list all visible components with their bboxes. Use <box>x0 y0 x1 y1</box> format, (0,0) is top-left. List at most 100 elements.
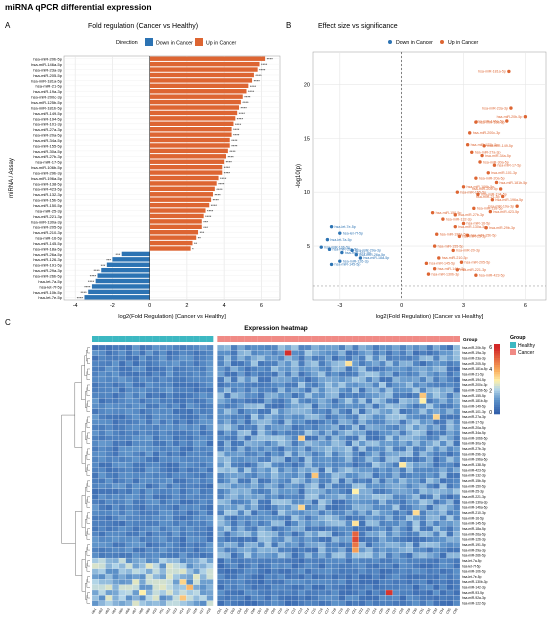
panel-c-heatmap-cell <box>439 526 447 532</box>
panel-c-heatmap-cell <box>298 557 306 564</box>
panel-c-heatmap-cell <box>311 584 319 591</box>
panel-c-heatmap-cell <box>172 557 180 564</box>
panel-c-heatmap-cell <box>426 568 434 575</box>
panel-c-heatmap-cell <box>338 398 346 404</box>
panel-c-heatmap-cell <box>250 557 258 564</box>
panel-c-heatmap-cell <box>426 536 434 543</box>
panel-c-heatmap-cell <box>159 435 167 441</box>
panel-a-significance-label: **** <box>205 214 212 219</box>
panel-c-heatmap-cell <box>152 589 160 596</box>
panel-a-legend-swatch-up <box>195 38 203 46</box>
panel-c-heatmap-cell <box>193 547 200 553</box>
panel-c-heatmap-cell <box>244 424 252 431</box>
panel-c-dendrogram-branch <box>75 511 82 576</box>
panel-c-heatmap-cell <box>125 398 133 404</box>
panel-c-group-annotation-cell <box>358 336 366 342</box>
panel-c-heatmap-cell <box>338 440 346 447</box>
panel-c-heatmap-cell <box>311 472 319 479</box>
panel-c-heatmap-cell <box>446 573 454 580</box>
panel-c-heatmap-cell <box>179 371 187 378</box>
panel-c-heatmap-cell <box>405 478 413 484</box>
panel-b-point-label: hsa-miR-20a-5p <box>479 176 505 180</box>
panel-c-heatmap-cell <box>98 510 106 516</box>
panel-c-heatmap-cell <box>105 424 113 431</box>
panel-c-heatmap-cell <box>277 419 285 425</box>
panel-c-heatmap-cell <box>365 371 373 378</box>
panel-c-heatmap-cell <box>345 568 353 575</box>
panel-c-heatmap-cell <box>199 520 207 527</box>
panel-c-heatmap-cell <box>325 563 333 569</box>
panel-c-heatmap-cell <box>139 557 147 564</box>
panel-c-heatmap-cell <box>179 494 187 500</box>
panel-c-heatmap-cell <box>453 467 461 473</box>
panel-c-heatmap-cell <box>199 542 207 548</box>
panel-c-heatmap-cell <box>132 371 140 378</box>
panel-a-y-tick-label: hsa-miR-423-5p <box>33 187 62 192</box>
panel-c-heatmap-cell <box>271 510 279 516</box>
panel-c-heatmap-cell <box>118 510 126 516</box>
panel-c-heatmap-cell <box>223 504 231 511</box>
panel-c-heatmap-cell <box>453 446 461 452</box>
panel-c-heatmap-cell <box>446 419 454 425</box>
panel-c-heatmap-cell <box>291 536 299 543</box>
panel-c-heatmap-cell <box>338 462 346 468</box>
panel-c-heatmap-cell <box>325 350 333 356</box>
panel-c-heatmap-cell <box>277 408 285 415</box>
panel-c-heatmap-cell <box>412 430 420 436</box>
panel-b-point-label: hsa-miR-106b-5p <box>467 185 495 189</box>
panel-c-heatmap-cell <box>379 382 386 388</box>
panel-c-heatmap-cell <box>237 584 245 591</box>
panel-c-heatmap-cell <box>385 563 393 569</box>
panel-c-heatmap-cell <box>446 398 454 404</box>
panel-a-significance-label: **** <box>88 279 95 284</box>
panel-c-heatmap-cell <box>257 510 265 516</box>
panel-c-heatmap-cell <box>325 600 333 607</box>
panel-c-heatmap-cell <box>304 536 312 543</box>
panel-c-heatmap-cell <box>405 488 413 495</box>
panel-c-heatmap-cell <box>453 557 461 564</box>
panel-c-heatmap-cell <box>405 483 413 489</box>
panel-c-heatmap-cell <box>405 515 413 521</box>
panel-c-heatmap-cell <box>118 392 126 399</box>
panel-a-significance-label: *** <box>106 257 111 262</box>
panel-c-heatmap-cell <box>132 557 140 564</box>
panel-c-heatmap-cell <box>166 552 173 559</box>
panel-c-heatmap-cell <box>98 355 106 362</box>
panel-c-heatmap-cell <box>193 467 200 473</box>
panel-c-heatmap-cell <box>186 579 194 585</box>
panel-a-x-tick-label: -2 <box>110 303 115 309</box>
panel-c-colorbar-tick-label: 6 <box>489 345 492 351</box>
panel-c-heatmap-cell <box>439 573 447 580</box>
panel-c-heatmap-cell <box>331 451 339 457</box>
panel-c-row-label: hsa-miR-34a-5p <box>462 431 486 435</box>
panel-c-heatmap-cell <box>244 557 252 564</box>
panel-c-heatmap-cell <box>358 515 366 521</box>
panel-c-heatmap-cell <box>237 440 245 447</box>
panel-c-heatmap-cell <box>179 424 187 431</box>
panel-c-heatmap-cell <box>179 515 187 521</box>
panel-c-column-label: C06 <box>250 607 257 614</box>
panel-c-heatmap-cell <box>250 387 258 394</box>
panel-c-heatmap-cell <box>439 360 447 367</box>
panel-c-heatmap-cell <box>304 557 312 564</box>
panel-c-heatmap-cell <box>432 360 440 367</box>
panel-c-heatmap-cell <box>399 478 407 484</box>
panel-c-heatmap-cell <box>145 520 153 527</box>
panel-c-heatmap-cell <box>145 526 153 532</box>
panel-c-group-annotation-cell <box>199 336 207 342</box>
panel-c-heatmap-cell <box>399 398 407 404</box>
panel-c-column-label: H09 <box>145 607 152 614</box>
panel-c-heatmap-cell <box>311 499 319 505</box>
panel-c-heatmap-cell <box>166 520 173 527</box>
panel-c-column-label: H05 <box>118 607 125 614</box>
panel-c-heatmap-cell <box>152 563 160 569</box>
panel-c-heatmap-cell <box>186 563 194 569</box>
panel-c-heatmap-cell <box>412 424 420 431</box>
panel-c-heatmap-cell <box>132 376 140 383</box>
panel-c-heatmap-cell <box>132 451 140 457</box>
panel-c-heatmap-cell <box>217 446 225 452</box>
panel-c-heatmap-cell <box>318 510 326 516</box>
panel-c-heatmap-cell <box>193 376 200 383</box>
panel-c-heatmap-cell <box>412 573 420 580</box>
panel-c-heatmap-cell <box>125 547 133 553</box>
